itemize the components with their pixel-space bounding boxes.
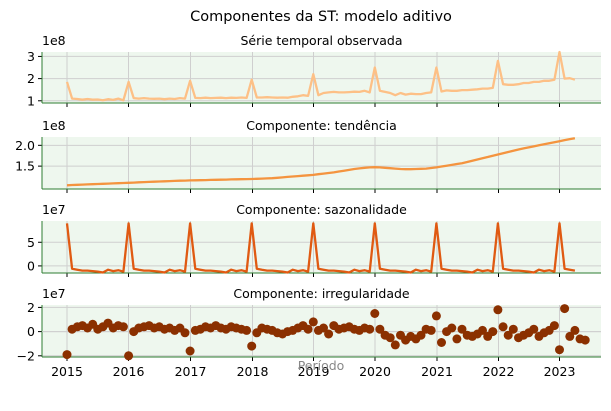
data-point [452,334,462,344]
data-point [308,317,318,327]
data-point [416,330,426,340]
data-point [498,322,508,332]
data-point [365,324,375,334]
series-line [66,137,576,187]
y-tick-label: 2 [27,300,35,315]
data-point [124,351,134,361]
data-point [385,333,395,343]
panel-1: 1 2 3 Série temporal observada 1e8 [27,33,601,108]
y-tick-label: −2 [17,348,35,363]
data-point [185,346,195,356]
y-tick-label: 3 [27,49,35,64]
panel-3: 0 5 Componente: sazonalidade 1e7 [27,202,601,277]
data-point [580,335,590,345]
data-point [319,323,328,333]
data-point [560,304,570,314]
x-axis-ticks: 2015 2016 2017 2018 2019 2020 2021 2022 2023 [51,364,575,379]
x-tick-label: 2023 [544,364,576,379]
y-tick-label: 2.0 [15,138,35,153]
data-point [390,340,400,350]
data-point [437,338,446,347]
data-point [426,325,436,335]
data-point [570,325,580,335]
data-point [457,324,467,334]
y-tick-label: 0 [27,324,35,339]
data-point [503,330,513,340]
data-point [375,324,385,334]
panel-title: Componente: tendência [246,118,397,133]
series-line [65,222,576,274]
y-tick-label: 2 [27,71,35,86]
panel-title: Componente: sazonalidade [236,202,407,217]
series-line [65,50,576,102]
data-point [565,331,575,341]
panel-background [42,137,601,189]
y-tick-label: 1.5 [15,159,35,174]
data-point [478,325,487,335]
data-point [303,324,313,334]
y-tick-label: 0 [27,258,35,273]
data-point [493,305,503,315]
panel-title: Componente: irregularidade [233,286,410,301]
data-point [324,329,334,339]
data-point [555,345,564,355]
scale-label: 1e7 [42,286,66,301]
panel-2: 1.5 2.0 Componente: tendência 1e8 [15,118,601,193]
data-point [62,350,72,360]
x-tick-label: 2019 [298,364,330,379]
y-tick-label: 1 [27,93,35,108]
x-tick-label: 2017 [175,364,207,379]
y-tick-label: 5 [27,235,35,250]
data-point [488,327,498,337]
data-point [529,324,539,334]
data-point [447,323,457,333]
panel-title: Série temporal observada [240,33,402,48]
scale-label: 1e7 [42,202,66,217]
x-tick-label: 2021 [421,364,453,379]
x-tick-label: 2016 [113,364,145,379]
data-point [247,341,257,351]
data-point [180,328,190,338]
panel-4: −2 0 2 Componente: irregularidade 1e7 [17,286,601,363]
panels: 1 2 3 Série temporal observada 1e8 1.5 2.0 Comp… [15,33,601,363]
x-axis-label: Período [298,358,345,373]
panel-background [42,221,601,273]
data-point [508,324,518,334]
x-tick-label: 2018 [237,364,269,379]
scale-label: 1e8 [42,33,66,48]
x-tick-label: 2020 [359,364,391,379]
data-point [370,309,380,318]
scale-label: 1e8 [42,118,66,133]
data-point [431,311,441,321]
x-tick-label: 2015 [51,364,83,379]
x-tick-label: 2022 [483,364,515,379]
data-point [242,325,252,335]
figure-title: Componentes da ST: modelo aditivo [190,9,452,25]
data-point [118,322,128,332]
data-point [549,321,559,331]
